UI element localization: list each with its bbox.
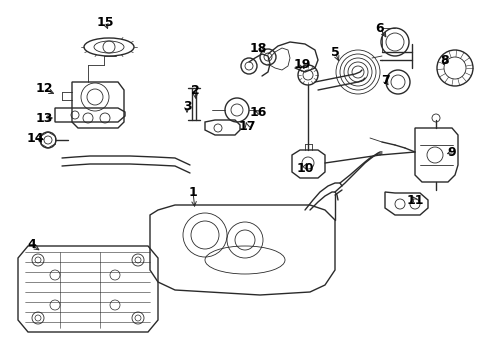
Text: 8: 8 — [440, 54, 448, 67]
Text: 10: 10 — [296, 162, 313, 175]
Text: 1: 1 — [188, 185, 197, 198]
Text: 2: 2 — [190, 84, 199, 96]
Text: 6: 6 — [375, 22, 384, 35]
Text: 5: 5 — [330, 45, 339, 58]
Text: 17: 17 — [238, 120, 255, 132]
Text: 3: 3 — [183, 99, 191, 112]
Text: 14: 14 — [26, 131, 43, 144]
Text: 19: 19 — [293, 58, 310, 71]
Text: 12: 12 — [35, 82, 53, 95]
Text: 18: 18 — [249, 41, 266, 54]
Text: 9: 9 — [447, 145, 455, 158]
Text: 7: 7 — [380, 73, 388, 86]
Text: 4: 4 — [27, 238, 36, 252]
Text: 11: 11 — [406, 194, 423, 207]
Text: 16: 16 — [249, 105, 266, 118]
Text: 15: 15 — [96, 15, 114, 28]
Text: 13: 13 — [35, 112, 53, 125]
